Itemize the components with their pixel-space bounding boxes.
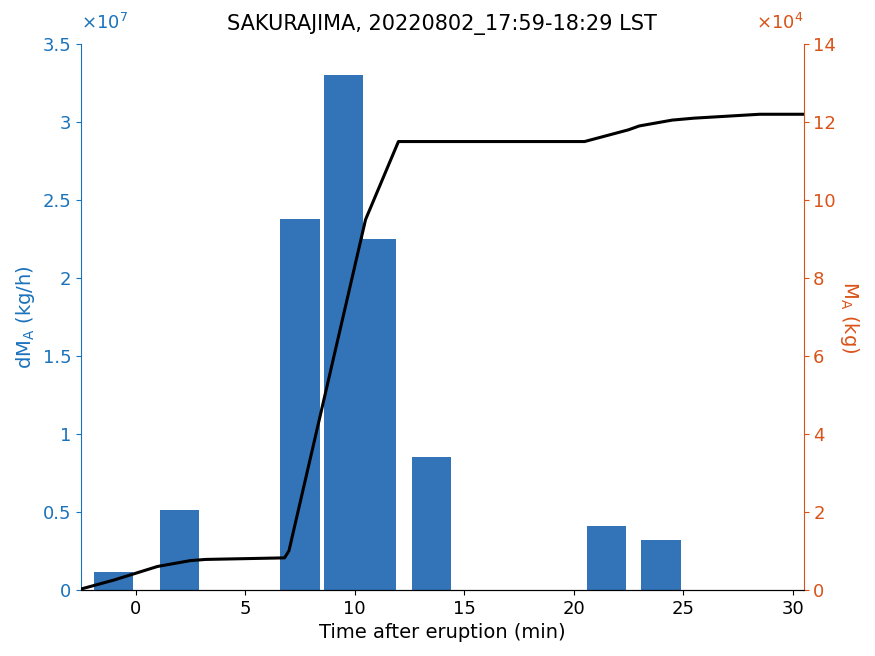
Bar	[357, 239, 396, 590]
Bar	[160, 510, 200, 590]
Text: $\times10^7$: $\times10^7$	[80, 13, 128, 33]
Y-axis label: $\mathrm{dM_A}$ (kg/h): $\mathrm{dM_A}$ (kg/h)	[14, 265, 37, 369]
Title: SAKURAJIMA, 20220802_17:59-18:29 LST: SAKURAJIMA, 20220802_17:59-18:29 LST	[228, 14, 657, 35]
Bar	[641, 540, 681, 590]
Y-axis label: $\mathrm{M_A}$ (kg): $\mathrm{M_A}$ (kg)	[838, 281, 861, 353]
Bar	[94, 572, 134, 590]
Bar	[587, 526, 626, 590]
Text: $\times10^4$: $\times10^4$	[756, 13, 803, 33]
Bar	[280, 218, 319, 590]
X-axis label: Time after eruption (min): Time after eruption (min)	[318, 623, 565, 642]
Bar	[324, 75, 363, 590]
Bar	[411, 457, 451, 590]
